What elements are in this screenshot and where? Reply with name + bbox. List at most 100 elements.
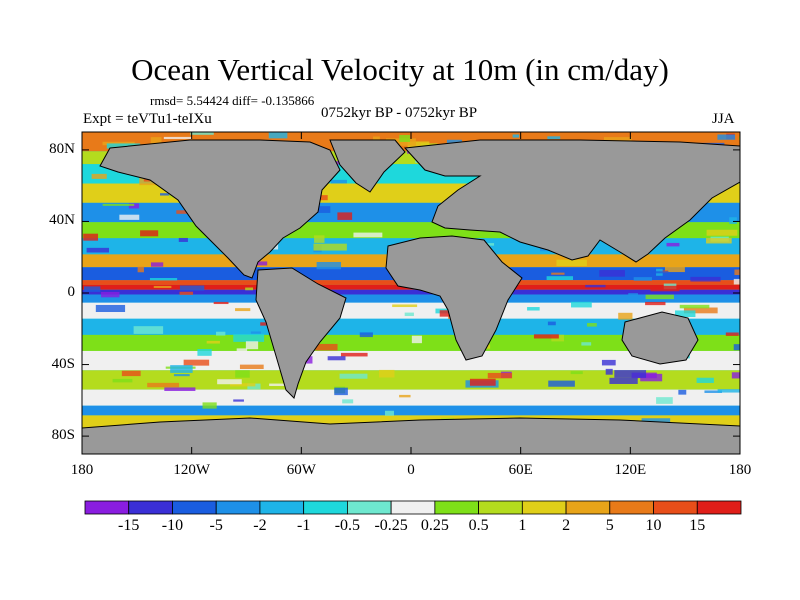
field-patch — [236, 348, 248, 354]
field-patch — [353, 232, 383, 238]
field-patch — [399, 135, 411, 142]
field-patch — [137, 266, 144, 273]
field-patch — [725, 332, 739, 336]
field-patch — [385, 138, 416, 146]
field-patch — [316, 206, 331, 213]
field-patch — [233, 334, 265, 342]
lon-label: 120W — [173, 462, 210, 478]
lon-label: 120E — [614, 462, 647, 478]
lat-label: 80S — [51, 427, 75, 444]
colorbar-swatch — [303, 500, 348, 515]
field-patch — [206, 340, 220, 344]
field-patch — [170, 365, 193, 373]
field-patch — [446, 139, 462, 144]
field-patch — [706, 238, 732, 244]
field-patch — [605, 368, 613, 375]
field-patch — [133, 326, 164, 334]
field-patch — [235, 308, 251, 312]
field-patch — [651, 271, 669, 274]
field-patch — [91, 173, 107, 179]
longitude-ticks — [81, 132, 741, 454]
colorbar-swatch — [84, 500, 130, 515]
field-band — [82, 389, 740, 406]
colorbar-swatch — [696, 500, 742, 515]
field-patch — [314, 235, 325, 243]
field-patch — [150, 262, 164, 267]
lon-label: 0 — [407, 462, 415, 478]
field-patch — [173, 374, 190, 377]
field-patch — [729, 217, 737, 224]
field-patch — [704, 390, 722, 393]
field-patch — [675, 310, 696, 318]
field-patch — [603, 137, 632, 142]
field-patch — [268, 132, 288, 139]
field-patch — [340, 352, 368, 357]
field-patch — [609, 377, 638, 384]
field-patch — [160, 193, 175, 196]
field-patch — [178, 237, 188, 242]
lon-label: 60W — [286, 462, 316, 478]
colorbar-swatch — [128, 500, 173, 515]
colorbar-swatch — [215, 500, 261, 515]
velocity-field — [82, 132, 740, 454]
field-patch — [425, 203, 434, 212]
field-patch — [163, 136, 193, 140]
field-patch — [216, 331, 226, 336]
colorbar-level-label: -0.5 — [334, 517, 361, 534]
field-patch — [217, 379, 242, 385]
field-patch — [334, 387, 348, 396]
field-patch — [527, 307, 540, 311]
field-patch — [112, 378, 133, 383]
field-patch — [404, 312, 414, 317]
field-patch — [585, 284, 606, 288]
colorbar-swatch — [172, 500, 217, 515]
field-patch — [342, 399, 354, 404]
colorbar-level-label: -5 — [209, 517, 223, 534]
field-patch — [664, 265, 685, 273]
experiment-label: Expt = teVTu1-teIXu — [83, 111, 212, 127]
field-patch — [645, 301, 666, 306]
field-patch — [734, 269, 740, 276]
field-patch — [337, 212, 353, 220]
page-title: Ocean Vertical Velocity at 10m (in cm/da… — [131, 52, 669, 87]
field-patch — [512, 134, 520, 138]
colorbar-swatch — [346, 500, 392, 515]
field-patch — [587, 323, 597, 327]
colorbar-level-label: 0.5 — [468, 517, 489, 534]
field-patch — [546, 276, 574, 281]
field-patch — [547, 136, 561, 140]
field-patch — [548, 380, 575, 387]
colorbar-swatch — [609, 500, 654, 515]
field-patch — [717, 134, 736, 140]
field-patch — [678, 389, 687, 395]
field-patch — [645, 294, 674, 300]
field-patch — [696, 377, 714, 383]
landmass-australia — [621, 311, 699, 365]
colorbar-level-label: 15 — [689, 517, 706, 534]
land-masses — [82, 139, 740, 454]
field-patch — [469, 378, 496, 386]
field-patch — [202, 402, 217, 409]
field-patch — [239, 364, 264, 370]
colorbar-swatch — [478, 500, 523, 515]
colorbar-level-label: 0.25 — [420, 517, 449, 534]
field-patch — [650, 285, 680, 292]
colorbar-level-label: 5 — [605, 517, 614, 534]
landmass-africa — [385, 235, 523, 361]
colorbar-swatch — [653, 500, 698, 515]
field-patch — [86, 247, 110, 253]
colorbar-level-label: 2 — [562, 517, 571, 534]
field-band — [82, 289, 740, 295]
field-patch — [95, 304, 126, 313]
period-label: 0752kyr BP - 0752kyr BP — [321, 105, 478, 121]
field-patch — [316, 262, 342, 270]
landmass-south-america — [255, 267, 347, 399]
field-patch — [392, 304, 418, 308]
landmass-greenland — [329, 139, 406, 193]
field-patch — [330, 179, 347, 184]
field-patch — [140, 230, 159, 237]
field-patch — [690, 276, 721, 282]
colorbar-level-label: -10 — [161, 517, 184, 534]
